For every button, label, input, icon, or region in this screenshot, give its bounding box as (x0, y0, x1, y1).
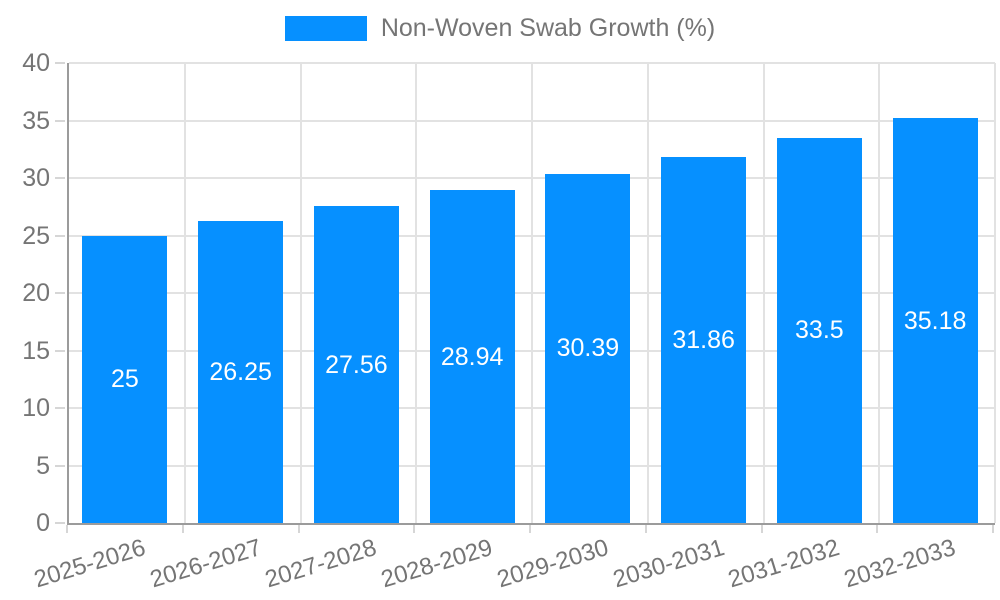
x-axis-label: 2032-2033 (841, 534, 959, 594)
bar-2030-2031[interactable]: 31.86 (661, 156, 747, 523)
y-axis-tick (55, 522, 65, 524)
x-axis-tick (644, 525, 647, 533)
legend: Non-Woven Swab Growth (%) (0, 16, 1000, 41)
y-axis-tick (55, 464, 65, 467)
x-gridline (878, 63, 881, 523)
y-axis-label: 25 (22, 221, 50, 250)
x-gridline (183, 63, 186, 523)
x-axis-label: 2031-2032 (725, 534, 843, 594)
bar-2025-2026[interactable]: 25 (82, 235, 168, 523)
plot-area (67, 62, 996, 525)
y-axis-tick (55, 62, 65, 64)
x-axis-label: 2029-2030 (493, 534, 612, 594)
legend-swatch (284, 16, 367, 41)
bar-value-label: 27.56 (325, 350, 388, 379)
x-gridline (299, 63, 302, 523)
x-axis-tick (297, 525, 300, 533)
bar-2026-2027[interactable]: 26.25 (198, 221, 284, 523)
y-axis-label: 40 (22, 49, 50, 77)
bar-value-label: 25 (110, 365, 139, 394)
y-axis-label: 0 (36, 509, 50, 537)
x-axis-tick (413, 525, 416, 533)
bar-value-label: 35.18 (903, 306, 967, 335)
x-axis-label: 2027-2028 (262, 534, 380, 594)
bar-value-label: 33.5 (795, 316, 844, 345)
bar-2032-2033[interactable]: 35.18 (892, 118, 978, 523)
y-axis-label: 5 (36, 451, 50, 480)
legend-label: Non-Woven Swab Growth (%) (380, 14, 716, 42)
y-axis-label: 15 (22, 336, 50, 365)
x-gridline (415, 63, 418, 523)
x-axis-label: 2025-2026 (30, 534, 149, 594)
y-axis-label: 20 (22, 279, 50, 307)
bar-value-label: 28.94 (440, 342, 504, 371)
x-gridline (762, 63, 765, 523)
x-axis-tick (529, 525, 531, 533)
x-axis-tick (66, 525, 68, 533)
y-axis-tick (55, 119, 65, 122)
x-gridline (646, 63, 649, 523)
x-gridline (994, 63, 996, 523)
y-axis-label: 35 (22, 106, 50, 135)
x-axis-tick (992, 525, 994, 533)
y-axis-tick (55, 292, 65, 294)
y-axis-tick (55, 177, 65, 179)
bar-2031-2032[interactable]: 33.5 (776, 137, 862, 523)
bar-value-label: 31.86 (672, 325, 735, 354)
y-axis-label: 30 (22, 164, 50, 192)
bar-2028-2029[interactable]: 28.94 (429, 190, 515, 523)
x-axis-tick (876, 525, 879, 533)
y-axis-tick (55, 407, 65, 409)
bar-2029-2030[interactable]: 30.39 (545, 173, 631, 523)
x-axis-label: 2030-2031 (609, 534, 728, 594)
y-axis-tick (55, 349, 65, 352)
x-axis-tick (760, 525, 763, 533)
y-axis-label: 10 (22, 394, 50, 422)
bar-2027-2028[interactable]: 27.56 (313, 206, 399, 523)
y-axis-tick (55, 234, 65, 237)
x-axis-label: 2028-2029 (378, 534, 496, 594)
legend-item[interactable]: Non-Woven Swab Growth (%) (284, 14, 716, 42)
x-axis-tick (181, 525, 184, 533)
bar-value-label: 30.39 (556, 334, 620, 363)
x-gridline (531, 63, 533, 523)
bar-value-label: 26.25 (209, 358, 272, 387)
x-axis-label: 2026-2027 (146, 534, 265, 594)
